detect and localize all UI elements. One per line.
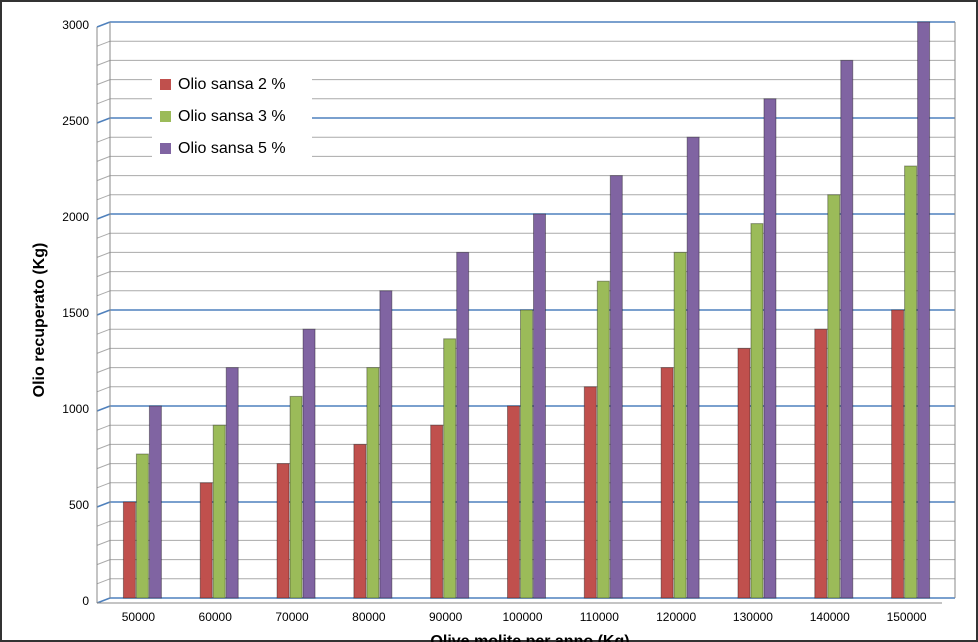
bar	[814, 328, 828, 599]
x-axis-label: Olive molite per anno (Kg)	[430, 633, 629, 642]
bar	[660, 367, 674, 599]
bar	[122, 501, 136, 599]
y-tick-label: 1500	[62, 306, 89, 320]
bar	[827, 194, 841, 599]
x-tick-label: 120000	[656, 610, 696, 624]
bar	[596, 280, 610, 599]
bar	[609, 175, 623, 599]
y-tick-label: 0	[82, 594, 89, 608]
bar	[276, 463, 290, 599]
y-tick-label: 1000	[62, 402, 89, 416]
x-tick-label: 130000	[733, 610, 773, 624]
minor-grid-line	[96, 98, 111, 105]
x-tick-label: 110000	[580, 610, 619, 624]
legend-swatch	[160, 79, 171, 90]
minor-grid-line	[96, 520, 111, 527]
minor-grid-line	[96, 155, 111, 162]
bar	[225, 367, 239, 599]
minor-grid-line	[96, 539, 111, 546]
minor-grid-line	[96, 463, 111, 470]
bar	[917, 21, 931, 599]
x-tick-label: 100000	[502, 610, 542, 624]
bar	[520, 309, 533, 599]
bar	[456, 251, 470, 599]
legend-label: Olio sansa 5 %	[178, 140, 286, 157]
bar	[507, 405, 520, 599]
bar	[443, 338, 457, 599]
x-tick-label: 90000	[429, 610, 463, 624]
grid-line	[96, 597, 111, 604]
bar	[430, 424, 444, 599]
bar	[840, 59, 854, 599]
minor-grid-line	[96, 232, 111, 239]
minor-grid-line	[96, 578, 111, 585]
bar	[199, 482, 213, 599]
grid-line	[96, 405, 111, 412]
y-tick-label: 3000	[62, 18, 89, 32]
legend-box	[152, 69, 312, 169]
bar	[212, 424, 226, 599]
bar	[673, 251, 687, 599]
bar	[379, 290, 393, 599]
x-tick-label: 80000	[352, 610, 386, 624]
bar	[904, 165, 918, 599]
x-tick-label: 150000	[887, 610, 927, 624]
minor-grid-line	[96, 443, 111, 450]
minor-grid-line	[96, 175, 111, 182]
bar	[583, 386, 597, 599]
minor-grid-line	[96, 40, 111, 47]
bar	[289, 395, 303, 599]
bar	[737, 347, 751, 599]
minor-grid-line	[96, 559, 111, 566]
minor-grid-line	[96, 59, 111, 66]
legend-swatch	[160, 143, 171, 154]
bar	[302, 328, 316, 599]
legend-swatch	[160, 111, 171, 122]
minor-grid-line	[96, 424, 111, 431]
grid-line	[96, 21, 111, 28]
minor-grid-line	[96, 79, 111, 86]
y-tick-label: 2500	[62, 114, 89, 128]
minor-grid-line	[96, 347, 111, 354]
minor-grid-line	[96, 271, 111, 278]
minor-grid-line	[96, 386, 111, 393]
grid-line	[96, 501, 111, 508]
y-tick-label: 2000	[62, 210, 89, 224]
minor-grid-line	[96, 482, 111, 489]
grid-line	[96, 309, 111, 316]
minor-grid-line	[96, 136, 111, 143]
y-axis-label: Olio recuperato (Kg)	[31, 243, 48, 398]
grid-line	[96, 213, 111, 220]
bar	[763, 98, 777, 599]
legend-label: Olio sansa 3 %	[178, 108, 286, 125]
x-tick-label: 50000	[122, 610, 156, 624]
y-tick-label: 500	[69, 498, 89, 512]
minor-grid-line	[96, 290, 111, 297]
minor-grid-line	[96, 194, 111, 201]
x-tick-label: 140000	[810, 610, 850, 624]
bar	[148, 405, 162, 599]
x-tick-label: 60000	[199, 610, 233, 624]
minor-grid-line	[96, 367, 111, 374]
bar	[686, 136, 700, 599]
grid-line	[96, 117, 111, 124]
x-tick-label: 70000	[275, 610, 309, 624]
bar	[353, 443, 367, 599]
legend-label: Olio sansa 2 %	[178, 76, 286, 93]
minor-grid-line	[96, 251, 111, 258]
bar	[891, 309, 905, 599]
bar	[750, 223, 764, 599]
bar	[533, 213, 546, 599]
bar	[135, 453, 149, 599]
minor-grid-line	[96, 328, 111, 335]
bar	[366, 367, 380, 599]
